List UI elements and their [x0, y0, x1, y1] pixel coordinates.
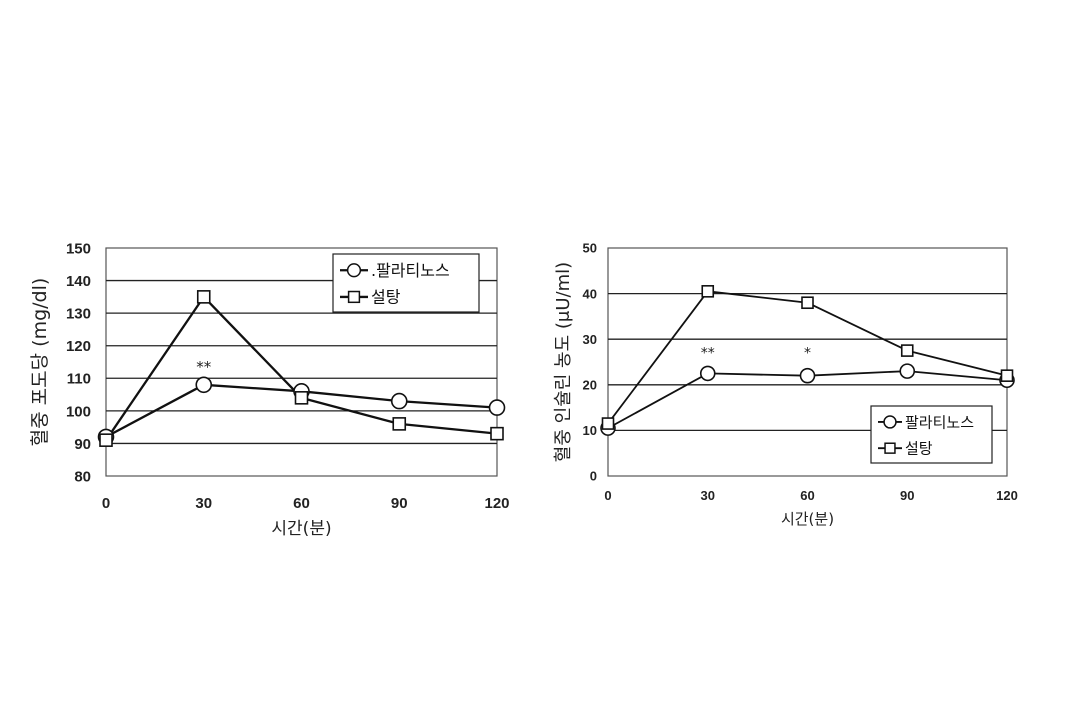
significance-mark: *: [804, 345, 811, 361]
y-tick-label: 10: [583, 423, 597, 438]
significance-mark: **: [196, 358, 212, 376]
x-tick-label: 30: [195, 495, 212, 512]
data-point-square: [99, 433, 113, 447]
legend-label: 설탕: [905, 440, 933, 458]
data-point-square: [392, 417, 407, 431]
data-point-circle: [195, 376, 213, 394]
y-axis-title: 혈중 인슐린 농도 (μU/ml): [553, 262, 574, 462]
data-point-square: [294, 391, 309, 405]
x-tick-label: 120: [996, 488, 1018, 503]
x-tick-label: 90: [900, 488, 914, 503]
data-point-square: [801, 296, 814, 310]
y-tick-label: 80: [74, 468, 91, 485]
x-tick-label: 90: [391, 495, 408, 512]
insulin-chart: 0 10 20 30 40 50 0 30 60 90 120 시간(분) 혈중 인슐린 농도 (μU/…: [553, 241, 1018, 528]
y-tick-label: 0: [590, 469, 597, 484]
legend-marker-circle: [883, 415, 897, 429]
glucose-chart: 80 90 100 110 120 130 140 150 0 30 60 90 120 시간(분) 혈중 …: [29, 240, 510, 539]
data-point-square: [1000, 369, 1014, 382]
x-tick-label: 0: [102, 495, 110, 512]
x-tick-label: 30: [701, 488, 715, 503]
x-tick-label: 60: [800, 488, 814, 503]
legend-marker-circle: [346, 263, 362, 278]
x-tick-label: 0: [604, 488, 611, 503]
legend-label: 팔라티노스: [905, 413, 974, 431]
plot-frame: [607, 247, 1008, 477]
y-tick-label: 130: [66, 306, 91, 323]
y-tick-label: 90: [74, 436, 91, 453]
legend-marker-square: [884, 442, 896, 454]
y-tick-label: 120: [66, 338, 91, 355]
y-tick-label: 150: [66, 240, 91, 257]
y-tick-label: 140: [66, 273, 91, 290]
y-tick-label: 20: [583, 377, 597, 392]
legend-marker-square: [347, 290, 361, 304]
significance-mark: **: [701, 345, 715, 361]
y-tick-label: 100: [66, 403, 91, 420]
y-tick-label: 30: [583, 332, 597, 347]
y-tick-label: 40: [583, 286, 597, 301]
data-point-square: [490, 426, 504, 441]
data-point-square: [601, 417, 615, 430]
series-line-2: [105, 295, 498, 441]
y-tick-label: 50: [583, 241, 597, 256]
legend-label: 설탕: [371, 288, 401, 307]
x-axis-title: 시간(분): [271, 519, 331, 539]
data-point-square: [701, 285, 715, 298]
data-point-circle: [390, 392, 408, 410]
data-point-circle: [899, 363, 916, 379]
y-axis-title: 혈중 포도당 (mg/dl): [29, 278, 51, 447]
x-axis-title: 시간(분): [781, 510, 834, 528]
legend-label: .팔라티노스: [371, 261, 450, 280]
x-tick-label: 60: [293, 495, 310, 512]
data-point-circle: [488, 399, 506, 416]
data-point-circle: [699, 365, 716, 382]
plot-frame: [105, 247, 498, 477]
data-point-square: [900, 344, 914, 357]
y-tick-label: 110: [67, 371, 91, 388]
x-tick-label: 120: [484, 495, 509, 512]
data-point-circle: [799, 367, 816, 384]
data-point-square: [196, 290, 211, 304]
